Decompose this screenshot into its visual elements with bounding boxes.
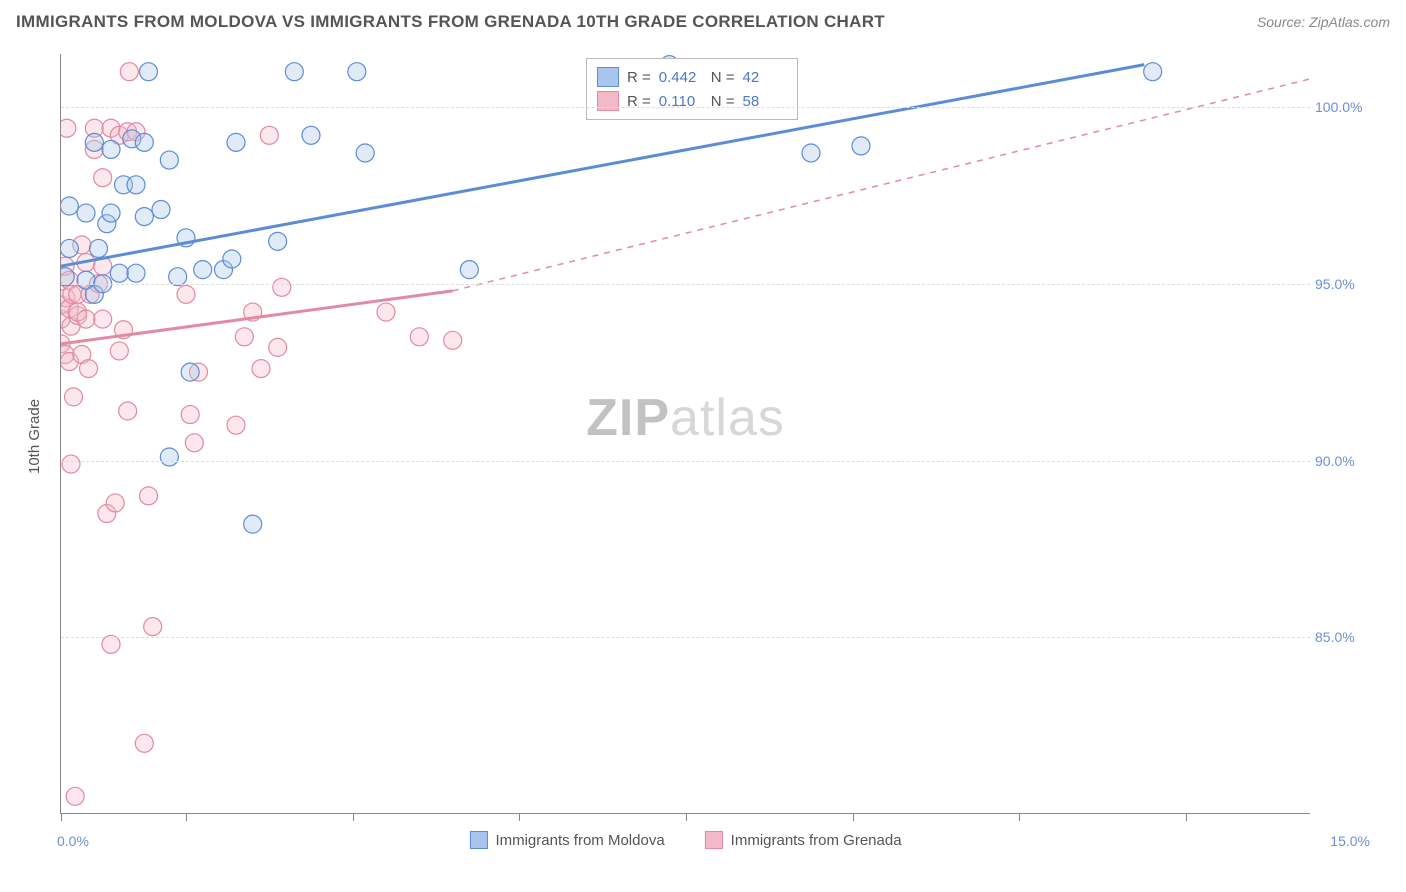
legend-label: Immigrants from Grenada [731, 832, 902, 849]
y-tick-label: 90.0% [1315, 453, 1370, 469]
y-axis-label: 10th Grade [26, 399, 43, 474]
stats-row: R =0.110N =58 [597, 89, 787, 113]
legend-item: Immigrants from Moldova [469, 831, 664, 849]
data-point [235, 328, 253, 346]
data-point [102, 140, 120, 158]
x-tick [186, 813, 187, 821]
legend-swatch [469, 831, 487, 849]
data-point [144, 618, 162, 636]
x-tick [1186, 813, 1187, 821]
stats-legend-box: R = 0.442 N = 42 R =0.110N =58 [586, 58, 798, 120]
data-point [110, 342, 128, 360]
data-point [285, 63, 303, 81]
legend-swatch [597, 67, 619, 87]
data-point [223, 250, 241, 268]
data-point [94, 310, 112, 328]
data-point [377, 303, 395, 321]
x-tick [1019, 813, 1020, 821]
data-point [106, 494, 124, 512]
data-point [181, 406, 199, 424]
gridline [61, 461, 1310, 462]
data-point [260, 126, 278, 144]
stats-n-label: N = [711, 69, 735, 86]
x-tick [61, 813, 62, 821]
y-tick-label: 95.0% [1315, 276, 1370, 292]
data-point [348, 63, 366, 81]
bottom-legend: Immigrants from Moldova Immigrants from G… [469, 831, 901, 849]
x-tick [853, 813, 854, 821]
data-point [120, 63, 138, 81]
data-point [62, 455, 80, 473]
x-axis-max-label: 15.0% [1330, 833, 1370, 849]
trend-line-extrapolated [453, 79, 1311, 291]
data-point [135, 734, 153, 752]
y-tick-label: 100.0% [1315, 99, 1370, 115]
chart-container: IMMIGRANTS FROM MOLDOVA VS IMMIGRANTS FR… [12, 12, 1394, 880]
stats-r-value: 0.442 [659, 69, 703, 86]
legend-swatch [705, 831, 723, 849]
data-point [61, 119, 76, 137]
data-point [135, 133, 153, 151]
data-point [1144, 63, 1162, 81]
data-point [269, 232, 287, 250]
data-point [110, 264, 128, 282]
data-point [185, 434, 203, 452]
plot-area: ZIPatlas R =0.442N =42R =0.110N =58 0.0%… [60, 54, 1310, 814]
data-point [244, 515, 262, 533]
data-point [77, 204, 95, 222]
x-axis-min-label: 0.0% [57, 833, 89, 849]
data-point [152, 201, 170, 219]
data-point [127, 264, 145, 282]
data-point [194, 261, 212, 279]
data-point [65, 388, 83, 406]
gridline [61, 284, 1310, 285]
data-point [94, 169, 112, 187]
data-point [227, 133, 245, 151]
stats-r-label: R = [627, 69, 651, 86]
data-point [77, 310, 95, 328]
data-point [356, 144, 374, 162]
data-point [119, 402, 137, 420]
data-point [85, 133, 103, 151]
stats-row: R = 0.442 N = 42 [597, 65, 787, 89]
gridline [61, 107, 1310, 108]
data-point [160, 151, 178, 169]
legend-label: Immigrants from Moldova [495, 832, 664, 849]
x-tick [686, 813, 687, 821]
data-point [140, 63, 158, 81]
data-point [160, 448, 178, 466]
data-point [252, 360, 270, 378]
data-point [102, 204, 120, 222]
stats-n-value: 42 [743, 69, 787, 86]
data-point [444, 331, 462, 349]
data-point [273, 278, 291, 296]
gridline [61, 637, 1310, 638]
data-point [410, 328, 428, 346]
chart-title: IMMIGRANTS FROM MOLDOVA VS IMMIGRANTS FR… [16, 12, 885, 32]
data-point [802, 144, 820, 162]
y-tick-label: 85.0% [1315, 629, 1370, 645]
data-point [61, 239, 78, 257]
data-point [66, 787, 84, 805]
data-point [302, 126, 320, 144]
data-point [140, 487, 158, 505]
data-point [460, 261, 478, 279]
x-tick [353, 813, 354, 821]
legend-item: Immigrants from Grenada [705, 831, 902, 849]
x-tick [519, 813, 520, 821]
title-row: IMMIGRANTS FROM MOLDOVA VS IMMIGRANTS FR… [12, 12, 1394, 38]
data-point [181, 363, 199, 381]
data-point [127, 176, 145, 194]
data-point [61, 197, 78, 215]
data-point [177, 285, 195, 303]
source-label: Source: ZipAtlas.com [1257, 14, 1390, 30]
data-point [852, 137, 870, 155]
data-point [80, 360, 98, 378]
data-point [135, 208, 153, 226]
data-point [269, 338, 287, 356]
data-point [90, 239, 108, 257]
scatter-svg [61, 54, 1311, 814]
data-point [227, 416, 245, 434]
